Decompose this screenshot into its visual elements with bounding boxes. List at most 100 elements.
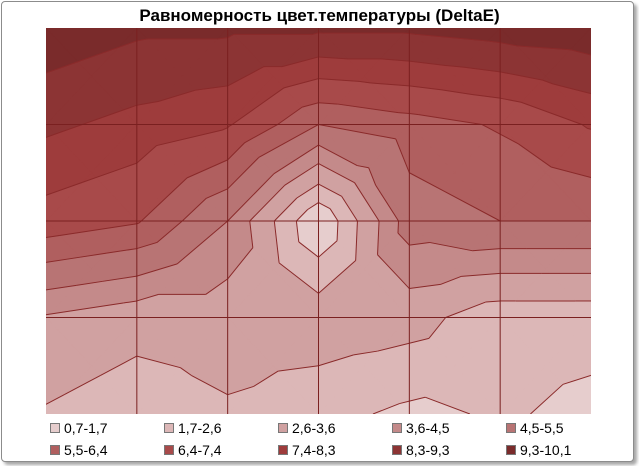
- contour-line: [217, 37, 228, 40]
- contour-line: [277, 106, 303, 125]
- legend-swatch: [50, 445, 60, 455]
- contour-line: [377, 342, 410, 352]
- contour-line: [79, 252, 107, 258]
- contour-line: [123, 104, 138, 111]
- contour-line: [102, 275, 137, 282]
- contour-line: [441, 89, 473, 96]
- contour-line: [499, 133, 519, 145]
- contour-line: [77, 46, 119, 63]
- contour-line: [95, 162, 138, 179]
- contour-line: [440, 275, 462, 285]
- contour-line: [359, 80, 371, 84]
- legend-item: 4,5-5,5: [506, 420, 620, 436]
- contour-line: [136, 100, 159, 106]
- contour-line: [54, 124, 83, 135]
- contour-region: [318, 28, 410, 34]
- legend-swatch: [164, 423, 174, 433]
- contour-line: [380, 58, 410, 62]
- contour-line: [370, 82, 410, 87]
- legend-item: 1,7-2,6: [164, 420, 278, 436]
- contour-line: [493, 130, 501, 135]
- contour-line: [471, 94, 501, 99]
- legend-item: 2,6-3,6: [278, 420, 392, 436]
- contour-line: [439, 188, 501, 222]
- legend-item: 0,7-1,7: [50, 420, 164, 436]
- contour-line: [48, 302, 124, 315]
- contour-line: [500, 71, 543, 81]
- contour-line: [357, 165, 369, 169]
- contour-line: [552, 83, 591, 95]
- contour-line: [278, 365, 319, 372]
- contour-line: [278, 262, 319, 294]
- legend-item: 8,3-9,3: [392, 442, 506, 458]
- contour-line: [530, 383, 564, 414]
- contour-line: [587, 127, 591, 130]
- contour-line: [570, 49, 591, 56]
- contour-line: [63, 374, 101, 396]
- contour-line: [485, 300, 501, 303]
- contour-line: [59, 223, 134, 236]
- contour-line: [295, 220, 300, 242]
- contour-line: [318, 202, 331, 210]
- contour-line: [244, 124, 278, 144]
- contour-line: [487, 40, 501, 44]
- contour-line: [318, 240, 338, 258]
- contour-lines: [46, 32, 591, 414]
- legend-swatch: [50, 423, 60, 433]
- legend-row: 0,7-1,7 1,7-2,6 2,6-3,6 3,6-4,5 4,5-5,5: [50, 417, 620, 439]
- contour-line: [353, 350, 378, 356]
- contour-line: [273, 144, 319, 175]
- contour-line: [377, 254, 410, 289]
- legend-swatch: [278, 423, 288, 433]
- legend: 0,7-1,7 1,7-2,6 2,6-3,6 3,6-4,5 4,5-5,5 5,5-…: [50, 417, 620, 461]
- contour-line: [562, 374, 591, 385]
- contour-line: [273, 197, 298, 222]
- contour-line: [409, 60, 445, 66]
- contour-line: [429, 241, 473, 252]
- contour-line: [318, 102, 338, 105]
- legend-item: 3,6-4,5: [392, 420, 506, 436]
- contour-line: [581, 124, 588, 129]
- contour-line: [195, 85, 228, 91]
- contour-line: [409, 241, 430, 246]
- contour-line: [409, 283, 441, 290]
- contour-line: [318, 163, 355, 184]
- contour-line: [136, 293, 159, 302]
- contour-line: [283, 78, 319, 89]
- contour-line: [176, 220, 228, 265]
- contour-line: [318, 354, 354, 367]
- contour-line: [227, 173, 275, 222]
- contour-line: [318, 144, 358, 167]
- contour-line: [136, 263, 178, 277]
- contour-line: [399, 400, 410, 405]
- contour-line: [307, 202, 319, 210]
- contour-line: [398, 112, 410, 114]
- contour-line: [395, 138, 410, 173]
- contour-line: [377, 220, 380, 255]
- contour-line: [428, 317, 447, 339]
- contour-line: [181, 197, 207, 222]
- contour-line: [424, 396, 471, 414]
- contour-line: [368, 167, 377, 186]
- contour-line: [253, 370, 279, 387]
- contour-line: [46, 284, 77, 291]
- legend-swatch: [506, 423, 516, 433]
- legend-label: 5,5-6,4: [64, 442, 108, 458]
- contour-line: [409, 396, 426, 402]
- contour-line: [82, 177, 97, 183]
- contour-line: [136, 145, 157, 164]
- contour-line: [273, 220, 280, 263]
- contour-line: [227, 385, 254, 396]
- contour-line: [481, 124, 495, 132]
- contour-line: [409, 112, 419, 116]
- contour-line: [298, 241, 319, 258]
- contour-line: [136, 355, 181, 369]
- contour-line: [205, 278, 228, 295]
- contour-line: [500, 42, 518, 47]
- contour-line: [415, 33, 488, 42]
- grid-lines: [46, 28, 591, 414]
- contour-line: [397, 232, 410, 246]
- contour-line: [463, 66, 501, 73]
- contour-line: [337, 103, 399, 114]
- contour-line: [409, 85, 443, 91]
